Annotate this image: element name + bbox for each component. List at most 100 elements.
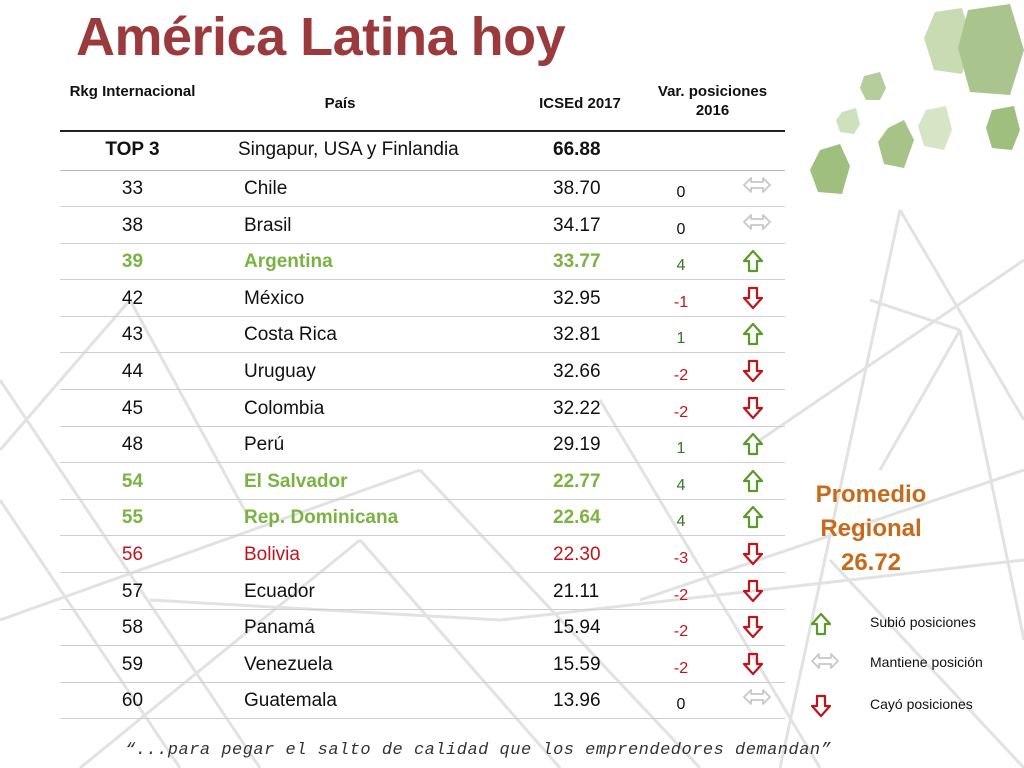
cell-pais: México <box>244 287 305 309</box>
cell-icsed: 34.17 <box>553 214 601 236</box>
arrow-down-icon <box>810 694 834 718</box>
legend-same: Mantiene posición <box>810 648 1020 678</box>
cell-var: 4 <box>676 476 686 494</box>
legend-down-label: Cayó posiciones <box>870 696 973 712</box>
table-row: 56 Bolivia 22.30 -3 <box>60 536 785 573</box>
table-row: 60 Guatemala 13.96 0 <box>60 682 785 720</box>
cell-pais: Ecuador <box>244 580 315 602</box>
arrow-down-icon <box>742 286 772 310</box>
table-row: 33 Chile 38.70 0 <box>60 170 785 207</box>
cell-pais: Brasil <box>244 214 292 236</box>
legend-same-label: Mantiene posición <box>870 654 983 670</box>
cell-icsed: 22.64 <box>553 507 601 529</box>
cell-pais: Colombia <box>244 397 325 419</box>
cell-var: 1 <box>676 440 686 458</box>
cell-var: 0 <box>676 184 686 201</box>
cell-var: -2 <box>673 623 689 641</box>
cell-var: -1 <box>673 293 689 311</box>
table-row: 57 Ecuador 21.11 -2 <box>60 573 785 610</box>
cell-rank: 59 <box>121 653 144 675</box>
table-row: 45 Colombia 32.22 -2 <box>60 390 785 427</box>
top3-row: TOP 3 Singapur, USA y Finlandia 66.88 <box>60 130 785 171</box>
arrow-left-right-icon <box>810 652 839 674</box>
arrow-down-icon <box>742 615 772 639</box>
arrow-up-icon <box>742 432 772 456</box>
arrow-up-icon <box>742 249 772 273</box>
top3-label: TOP 3 <box>105 139 160 160</box>
cell-var: 4 <box>676 257 686 275</box>
cell-pais: Argentina <box>244 251 333 273</box>
cell-icsed: 15.59 <box>553 653 601 675</box>
arrow-down-icon <box>742 652 772 676</box>
cell-pais: Venezuela <box>244 653 333 675</box>
cell-var: -2 <box>673 403 689 421</box>
header-icsed: ICSEd 2017 <box>539 95 621 112</box>
table-row: 54 El Salvador 22.77 4 <box>60 463 785 500</box>
cell-rank: 44 <box>121 361 144 382</box>
cell-icsed: 22.77 <box>553 470 601 492</box>
table-row: 58 Panamá 15.94 -2 <box>60 609 785 647</box>
table-row: 44 Uruguay 32.66 -2 <box>60 353 785 390</box>
cell-var: 1 <box>676 330 686 348</box>
cell-var: -2 <box>673 367 689 384</box>
header-rank: Rkg Internacional <box>69 83 196 100</box>
cell-pais: El Salvador <box>244 470 348 492</box>
arrow-down-icon <box>742 542 772 566</box>
cell-icsed: 29.19 <box>553 434 601 456</box>
cell-var: -3 <box>673 550 689 567</box>
cell-rank: 45 <box>121 397 144 419</box>
header-pais: País <box>324 95 356 112</box>
cell-rank: 43 <box>121 324 144 346</box>
cell-icsed: 32.95 <box>553 287 601 309</box>
leaf-decoration <box>810 4 1024 194</box>
cell-var: -2 <box>673 659 689 677</box>
cell-pais: Costa Rica <box>244 324 337 346</box>
table-row: 38 Brasil 34.17 0 <box>60 207 785 244</box>
table-row: 55 Rep. Dominicana 22.64 4 <box>60 499 785 537</box>
promedio-line2: Regional <box>820 515 922 542</box>
table-row: 43 Costa Rica 32.81 1 <box>60 316 785 354</box>
cell-var: 0 <box>676 220 686 238</box>
cell-var: -2 <box>673 586 689 604</box>
arrow-down-icon <box>742 359 772 383</box>
cell-pais: Chile <box>244 178 288 199</box>
legend-down: Cayó posiciones <box>810 690 1020 720</box>
arrow-up-icon <box>742 505 772 529</box>
cell-rank: 54 <box>121 470 144 492</box>
arrow-up-icon <box>742 322 772 346</box>
cell-icsed: 15.94 <box>553 617 601 639</box>
cell-pais: Guatemala <box>244 690 337 712</box>
cell-pais: Bolivia <box>244 544 300 565</box>
top3-score: 66.88 <box>553 139 601 160</box>
legend-up: Subió posiciones <box>810 608 1020 638</box>
cell-rank: 60 <box>121 690 144 712</box>
table-row: 59 Venezuela 15.59 -2 <box>60 646 785 683</box>
cell-pais: Panamá <box>244 617 315 639</box>
cell-var: 4 <box>676 513 686 531</box>
legend-up-label: Subió posiciones <box>870 614 976 630</box>
promedio-line1: Promedio <box>815 481 927 508</box>
table-header: Rkg Internacional País ICSEd 2017 Var. p… <box>60 80 785 130</box>
cell-rank: 57 <box>121 580 144 602</box>
cell-icsed: 33.77 <box>553 251 601 273</box>
table-row: 42 México 32.95 -1 <box>60 280 785 317</box>
cell-rank: 39 <box>121 251 144 273</box>
cell-rank: 38 <box>121 214 144 236</box>
promedio-regional: Promedio Regional 26.72 <box>790 478 952 580</box>
cell-rank: 42 <box>121 287 144 309</box>
cell-pais: Rep. Dominicana <box>244 507 399 529</box>
cell-var: 0 <box>676 696 686 714</box>
cell-pais: Uruguay <box>244 361 316 382</box>
cell-icsed: 22.30 <box>553 544 601 565</box>
cell-icsed: 32.66 <box>553 361 601 382</box>
page-title: América Latina hoy <box>76 7 566 67</box>
header-var: Var. posiciones 2016 <box>657 83 768 119</box>
cell-icsed: 32.22 <box>553 397 601 419</box>
arrow-left-right-icon <box>742 688 772 712</box>
footer-quote: “...para pegar el salto de calidad que l… <box>125 741 832 760</box>
promedio-value: 26.72 <box>840 549 902 576</box>
arrow-up-icon <box>742 469 772 493</box>
top3-countries: Singapur, USA y Finlandia <box>238 139 459 160</box>
cell-icsed: 32.81 <box>553 324 601 346</box>
table-row: 48 Perú 29.19 1 <box>60 426 785 464</box>
